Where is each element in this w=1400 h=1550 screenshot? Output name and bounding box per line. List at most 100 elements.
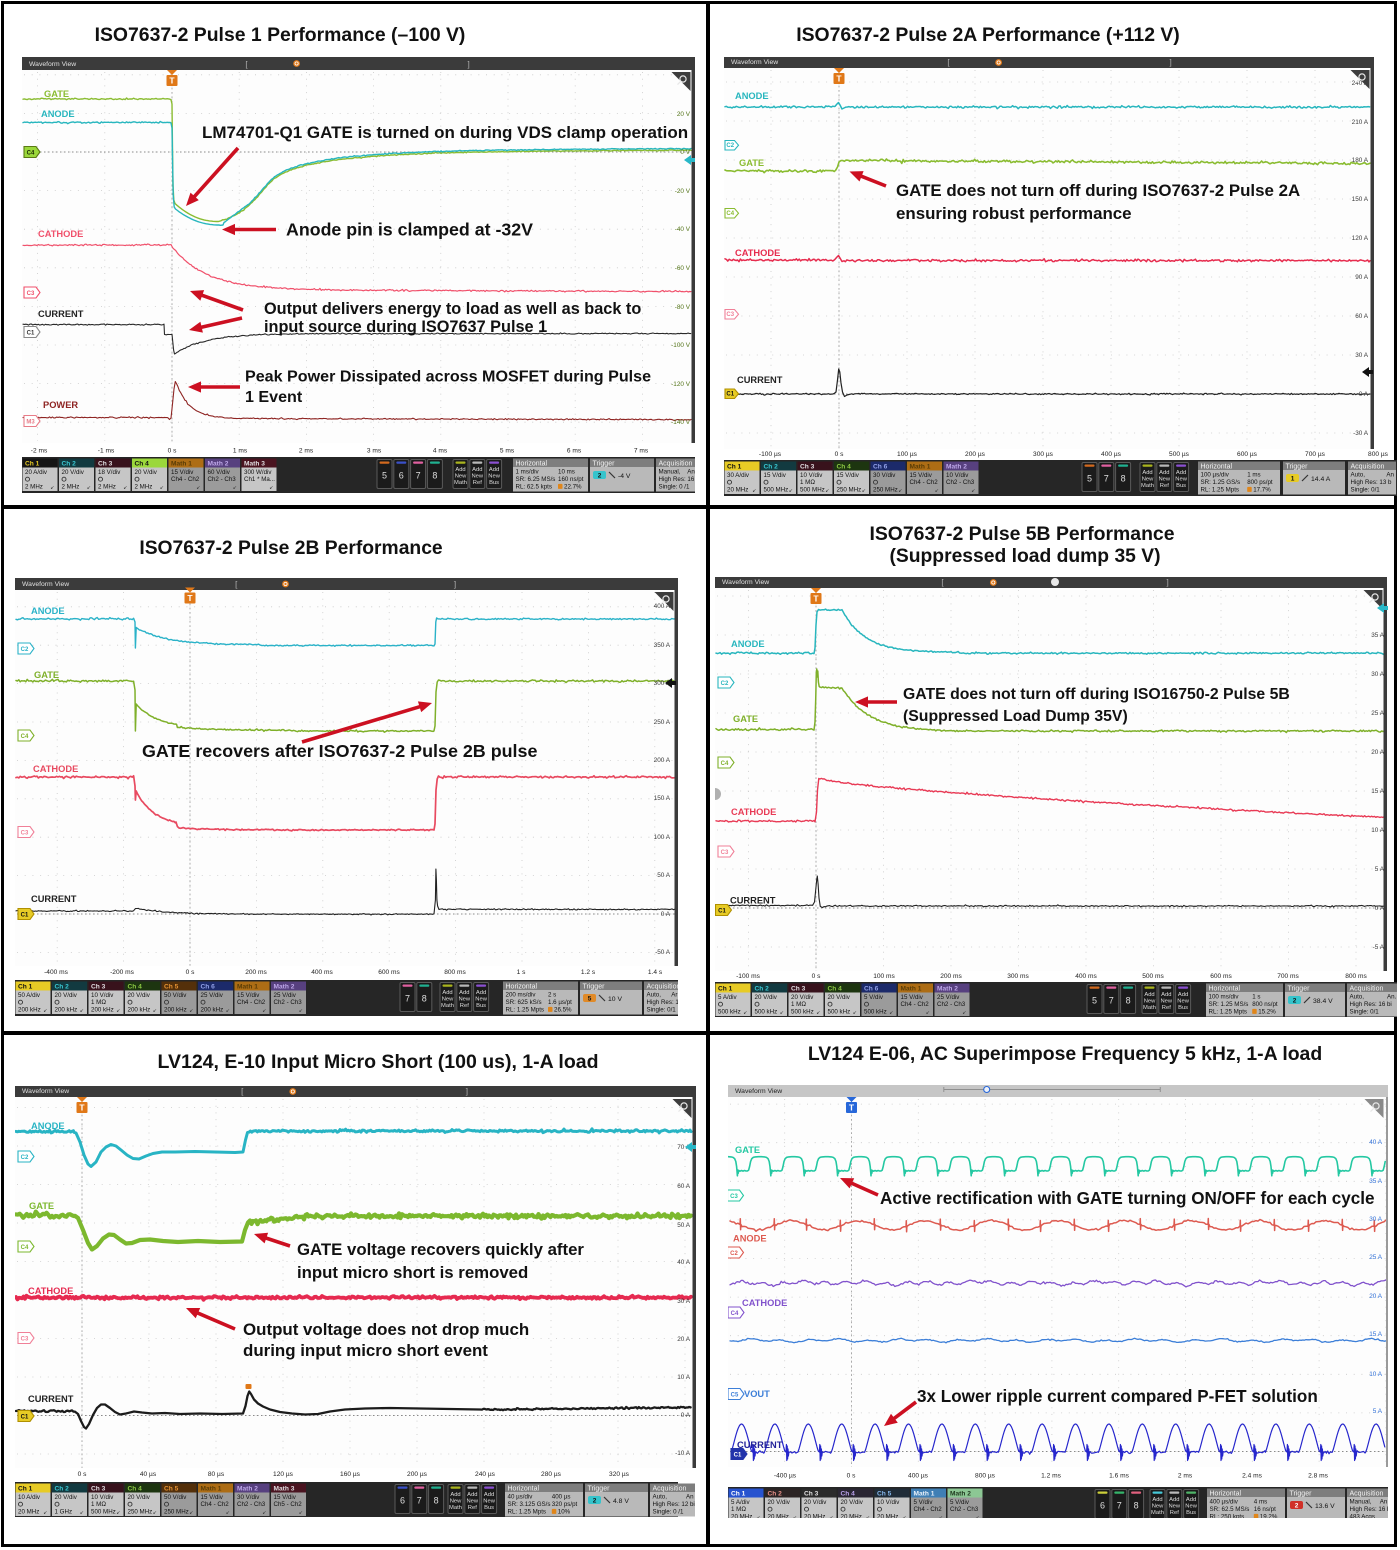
svg-text:Math 1: Math 1 [901,986,922,993]
svg-text:Ch 1: Ch 1 [727,464,742,471]
svg-text:16 ns/pt: 16 ns/pt [1254,1506,1276,1513]
svg-text:↙: ↙ [902,1515,906,1518]
svg-text:20 V/div: 20 V/div [828,994,851,1001]
svg-text:Single: 0/1: Single: 0/1 [1351,487,1381,494]
svg-text:70 A: 70 A [677,1144,691,1151]
svg-text:Active rectification with GATE: Active rectification with GATE turning O… [880,1189,1375,1208]
svg-text:350 A: 350 A [654,642,671,649]
svg-text:800 ms: 800 ms [444,969,466,976]
svg-text:20 V/div: 20 V/div [804,1499,827,1506]
svg-text:10 ms: 10 ms [558,469,575,476]
svg-text:20 V/div: 20 V/div [135,469,158,476]
svg-text:↙: ↙ [816,1010,820,1016]
svg-text:Ch 6: Ch 6 [873,464,888,471]
svg-text:↙: ↙ [793,1515,797,1518]
svg-text:Manual,: Manual, [1350,1499,1372,1506]
svg-text:Ch 1: Ch 1 [718,986,733,993]
svg-text:Ref: Ref [1160,483,1169,489]
svg-text:↙: ↙ [80,1510,84,1516]
svg-text:-400 µs: -400 µs [774,1473,797,1480]
svg-text:20 MHz: 20 MHz [877,1513,898,1518]
svg-text:35 A: 35 A [1371,632,1385,639]
svg-text:25 V/div: 25 V/div [274,992,297,999]
svg-text:Math 2: Math 2 [946,464,967,471]
svg-text:2 s: 2 s [548,992,556,999]
svg-text:Anode pin is clamped at -32V: Anode pin is clamped at -32V [286,220,533,240]
svg-text:60 A: 60 A [677,1183,691,1190]
svg-text:5: 5 [588,996,592,1003]
svg-text:500 kHz: 500 kHz [791,1008,814,1015]
svg-text:Add: Add [1152,1497,1162,1503]
svg-text:High Res: 12 bi: High Res: 12 bi [653,1501,695,1508]
svg-text:Ch 1: Ch 1 [18,1486,33,1493]
svg-text:15.2%: 15.2% [1258,1009,1276,1016]
svg-text:0 s: 0 s [812,973,821,980]
svg-text:[: [ [245,60,248,69]
svg-text:SR: 1.25 GS/s: SR: 1.25 GS/s [1201,479,1241,486]
svg-text:[: [ [235,580,238,589]
svg-text:C1: C1 [21,913,29,919]
svg-text:Ch 3: Ch 3 [98,461,113,468]
svg-text:Acquisition: Acquisition [647,983,679,990]
svg-text:1 MΩ: 1 MΩ [800,479,815,486]
svg-text:Auto,: Auto, [647,992,662,999]
svg-text:2 ms: 2 ms [1178,1473,1193,1480]
svg-text:T: T [836,74,842,84]
svg-text:Acquisition: Acquisition [1351,463,1385,470]
svg-text:240 µs: 240 µs [475,1471,496,1478]
svg-text:Ar: Ar [671,992,677,999]
svg-text:5 V/div: 5 V/div [950,1499,970,1506]
svg-text:1.2 s: 1.2 s [581,969,596,976]
svg-text:500 kHz: 500 kHz [718,1008,741,1015]
svg-text:CATHODE: CATHODE [33,764,78,774]
svg-text:Bus: Bus [1186,1510,1196,1516]
svg-text:20 A: 20 A [1371,749,1385,756]
svg-text:RL: 1.25 Mpts: RL: 1.25 Mpts [1209,1009,1248,1016]
svg-text:New: New [1142,477,1154,483]
svg-text:GATE: GATE [29,1201,54,1211]
svg-text:New: New [1152,1504,1164,1510]
svg-text:Add: Add [472,467,482,473]
svg-text:New: New [455,474,467,480]
svg-text:↙: ↙ [935,488,939,494]
svg-text:RL: 1.25 Mpts: RL: 1.25 Mpts [1201,487,1240,494]
svg-text:Add: Add [1178,992,1188,998]
svg-text:320 ps/pt: 320 ps/pt [552,1501,578,1508]
svg-text:input micro short is removed: input micro short is removed [297,1263,528,1282]
svg-text:An: An [686,1494,694,1501]
svg-text:0 s: 0 s [835,451,844,458]
svg-text:RL: 250 kpts: RL: 250 kpts [1210,1514,1245,1518]
svg-text:Math 2: Math 2 [237,1486,258,1493]
svg-text:↙: ↙ [752,488,756,494]
svg-text:Ch 4: Ch 4 [128,1486,143,1493]
svg-text:Single: 0 /1: Single: 0 /1 [653,1509,685,1516]
svg-text:-120 V: -120 V [671,381,691,388]
svg-text:200 kHz: 200 kHz [164,1006,187,1013]
svg-text:2.8 ms: 2.8 ms [1308,1473,1328,1480]
svg-text:ISO7637-2 Pulse 2A Performance: ISO7637-2 Pulse 2A Performance (+112 V) [796,24,1180,46]
svg-text:-100 µs: -100 µs [759,451,782,458]
svg-text:C1: C1 [21,1415,29,1421]
svg-text:Math 2: Math 2 [208,461,229,468]
svg-text:-80 V: -80 V [675,304,691,311]
svg-text:Horizontal: Horizontal [1201,463,1233,470]
svg-text:CATHODE: CATHODE [731,807,776,817]
svg-text:210 A: 210 A [1352,119,1369,126]
svg-text:↙: ↙ [233,485,237,491]
svg-text:CATHODE: CATHODE [28,1286,73,1296]
svg-text:10 A: 10 A [1371,827,1385,834]
svg-text:Ch 6: Ch 6 [864,986,879,993]
svg-text:New: New [1158,477,1170,483]
svg-text:[: [ [941,578,944,587]
svg-text:An.: An. [1387,994,1397,1001]
svg-text:Waveform View: Waveform View [22,581,69,588]
svg-text:Add: Add [1176,470,1186,476]
svg-text:Add: Add [459,990,469,996]
svg-text:↙: ↙ [780,1010,784,1016]
svg-text:100 ms: 100 ms [873,973,895,980]
svg-text:8: 8 [422,994,427,1004]
svg-text:Auto,: Auto, [1351,472,1366,479]
svg-text:18 V/div: 18 V/div [98,469,121,476]
svg-text:1: 1 [1291,476,1295,483]
svg-text:Add: Add [442,990,452,996]
